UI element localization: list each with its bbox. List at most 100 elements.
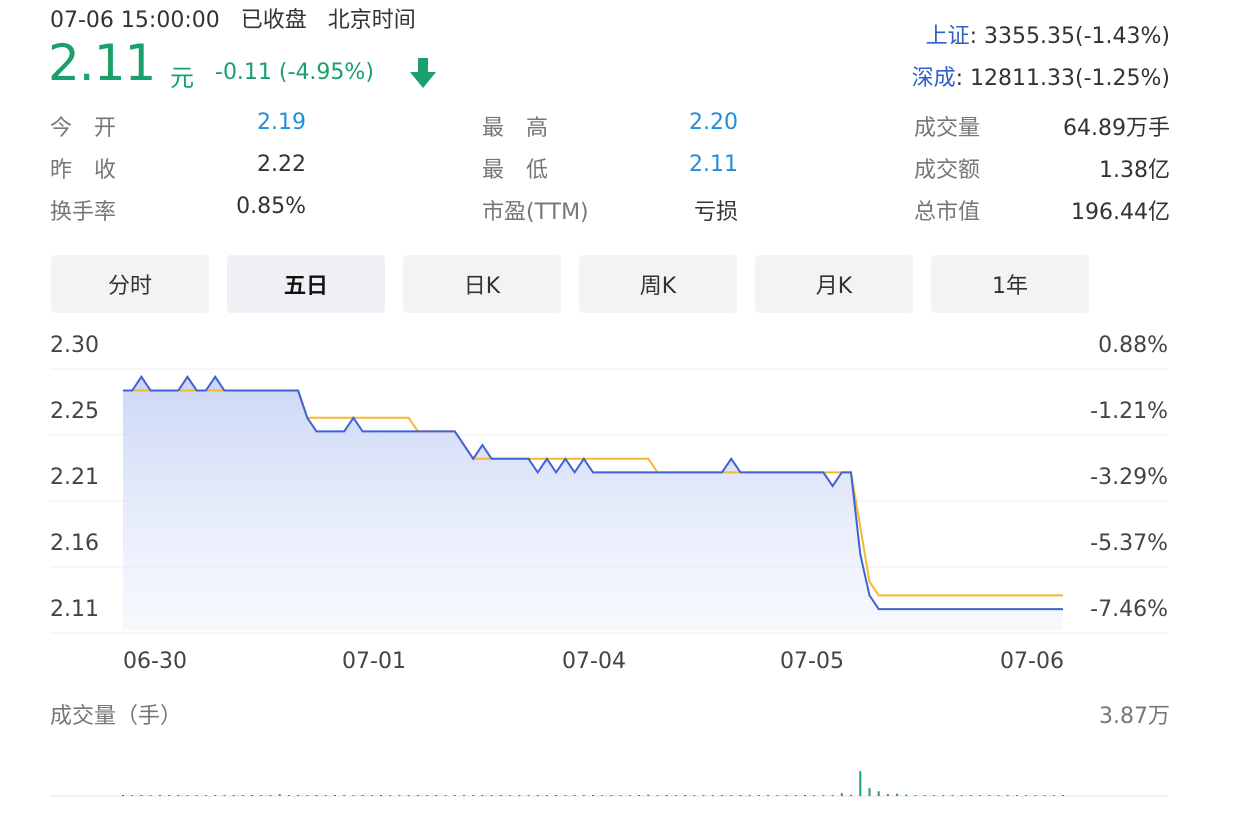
market-status: 已收盘 xyxy=(240,8,307,33)
volume-bar xyxy=(822,795,825,796)
volume-bar xyxy=(711,795,714,796)
volume-bar xyxy=(499,795,502,796)
volume-bar xyxy=(1034,795,1037,796)
quote-timestamp: 07-06 15:00:00 已收盘 北京时间 xyxy=(50,2,416,34)
x-tick-label: 07-01 xyxy=(342,649,406,674)
price-area-fill xyxy=(123,376,1063,630)
volume-bar xyxy=(988,795,991,796)
tab-daily-k[interactable]: 日K xyxy=(403,255,561,313)
volume-max-label: 3.87万 xyxy=(1099,704,1170,729)
volume-bar xyxy=(610,795,613,796)
volume-bar xyxy=(361,795,364,796)
volume-bar xyxy=(582,795,585,796)
volume-bar xyxy=(619,795,622,796)
volume-bar xyxy=(481,795,484,796)
volume-bar xyxy=(251,795,253,796)
volume-bar xyxy=(997,795,1000,796)
time-text: 07-06 15:00:00 xyxy=(50,8,220,33)
index-shenzhen[interactable]: 深成: 12811.33(-1.25%) xyxy=(912,60,1170,92)
volume-bar xyxy=(389,795,392,796)
volume-bar xyxy=(509,795,512,796)
volume-bar xyxy=(527,795,530,796)
volume-bar xyxy=(702,795,705,796)
volume-bar xyxy=(518,795,521,796)
tab-one-year[interactable]: 1年 xyxy=(931,255,1089,313)
volume-bar xyxy=(840,793,843,796)
price-unit: 元 xyxy=(170,64,194,92)
volume-bar xyxy=(730,795,733,796)
volume-bar xyxy=(232,795,235,796)
volume-bar xyxy=(923,795,926,796)
low-label: 最 低 xyxy=(482,158,549,183)
volume-bar xyxy=(407,795,410,796)
timezone-label: 北京时间 xyxy=(327,8,416,33)
volume-label: 成交量 xyxy=(914,116,981,141)
volume-bar xyxy=(204,795,207,796)
market-cap-label: 总市值 xyxy=(914,200,981,225)
index-name: 上证 xyxy=(925,24,970,49)
tab-five-day[interactable]: 五日 xyxy=(227,255,385,313)
volume-bar xyxy=(859,771,862,796)
volume-bar xyxy=(979,795,982,796)
prev-close-label: 昨 收 xyxy=(50,158,117,183)
volume-bar xyxy=(721,795,723,796)
volume-bar xyxy=(748,794,751,796)
high-label: 最 高 xyxy=(482,116,549,141)
prev-close-value: 2.22 xyxy=(257,152,306,177)
volume-bar xyxy=(1052,795,1055,796)
tab-weekly-k[interactable]: 周K xyxy=(579,255,737,313)
volume-bar xyxy=(195,795,198,796)
volume-bar xyxy=(158,795,161,796)
pe-value: 亏损 xyxy=(693,200,738,225)
volume-value: 64.89万手 xyxy=(1063,116,1170,141)
volume-bar xyxy=(877,791,880,796)
volume-bar xyxy=(168,795,171,796)
volume-bar xyxy=(684,795,687,796)
volume-bar xyxy=(564,795,567,796)
y-tick-percent-label: -3.29% xyxy=(1090,465,1168,490)
volume-bar xyxy=(656,795,659,796)
index-value: : 12811.33(-1.25%) xyxy=(955,66,1170,91)
volume-bar xyxy=(638,795,641,796)
volume-bar xyxy=(398,795,401,796)
volume-bar xyxy=(555,795,558,796)
tab-monthly-k[interactable]: 月K xyxy=(755,255,913,313)
index-shanghai[interactable]: 上证: 3355.35(-1.43%) xyxy=(926,18,1170,50)
volume-bar xyxy=(914,795,917,796)
volume-bar xyxy=(1006,795,1009,796)
volume-bar xyxy=(186,795,189,796)
volume-chart-label: 成交量（手） xyxy=(50,704,183,729)
volume-chart[interactable] xyxy=(0,730,1236,800)
volume-bar xyxy=(850,794,852,796)
volume-bar xyxy=(324,795,327,796)
volume-bar xyxy=(260,795,263,796)
volume-bar xyxy=(149,795,152,796)
volume-bar xyxy=(416,795,419,796)
tab-intraday[interactable]: 分时 xyxy=(51,255,209,313)
y-tick-label: 2.11 xyxy=(50,597,99,622)
volume-bar xyxy=(343,795,346,796)
open-value: 2.19 xyxy=(257,110,306,135)
volume-bar xyxy=(472,795,475,796)
x-tick-label: 07-06 xyxy=(1000,649,1064,674)
volume-bar xyxy=(647,794,650,796)
volume-bar xyxy=(214,795,217,796)
x-tick-label: 07-04 xyxy=(562,649,626,674)
low-value: 2.11 xyxy=(689,152,738,177)
volume-bar xyxy=(933,795,935,796)
x-tick-label: 07-05 xyxy=(780,649,844,674)
five-day-price-chart[interactable]: 2.30 2.25 2.21 2.16 2.11 0.88% -1.21% -3.29% -5… xyxy=(0,320,1236,680)
volume-bar xyxy=(287,795,290,796)
turnover-value: 0.85% xyxy=(236,194,306,219)
volume-bar xyxy=(813,795,816,796)
volume-bar xyxy=(960,795,963,796)
y-tick-percent-label: -7.46% xyxy=(1090,597,1168,622)
volume-bar xyxy=(776,795,779,796)
amount-label: 成交额 xyxy=(914,158,981,183)
volume-bar xyxy=(177,795,180,796)
volume-bar xyxy=(1015,795,1018,796)
volume-bar xyxy=(739,795,742,796)
volume-bar xyxy=(951,795,954,796)
volume-bar xyxy=(886,794,889,796)
volume-bar xyxy=(444,795,447,796)
